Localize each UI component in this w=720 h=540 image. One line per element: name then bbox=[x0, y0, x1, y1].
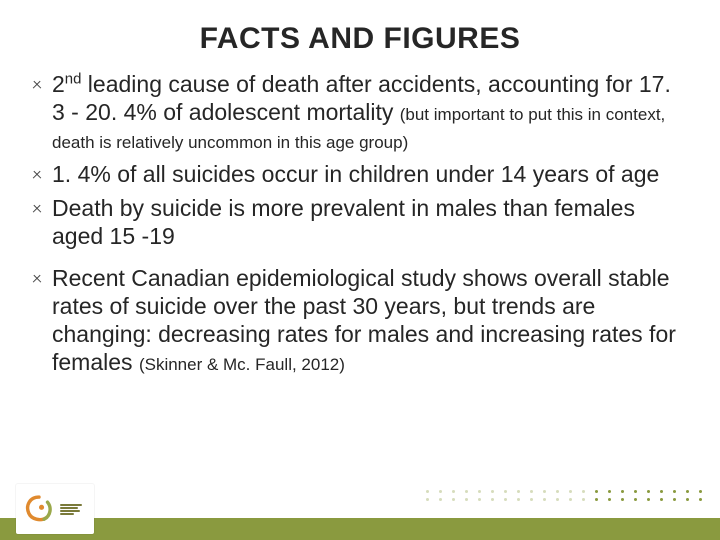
bullet-lead: 2 bbox=[52, 71, 65, 97]
footer bbox=[0, 478, 720, 540]
slide-content: 2nd leading cause of death after acciden… bbox=[30, 70, 690, 376]
slide-title: FACTS AND FIGURES bbox=[30, 22, 690, 56]
bullet-text: 1. 4% of all suicides occur in children … bbox=[52, 161, 659, 187]
decorative-dots bbox=[426, 490, 702, 514]
bullet-item: 2nd leading cause of death after acciden… bbox=[30, 70, 690, 154]
logo-text-lines bbox=[60, 504, 82, 515]
spacer bbox=[30, 256, 690, 264]
bullet-text: Death by suicide is more prevalent in ma… bbox=[52, 195, 635, 249]
slide: FACTS AND FIGURES 2nd leading cause of d… bbox=[0, 0, 720, 540]
bullet-superscript: nd bbox=[65, 70, 82, 87]
logo bbox=[16, 484, 94, 534]
logo-icon bbox=[22, 492, 56, 526]
accent-bar bbox=[0, 518, 720, 540]
bullet-citation: (Skinner & Mc. Faull, 2012) bbox=[139, 355, 345, 374]
bullet-item: Death by suicide is more prevalent in ma… bbox=[30, 194, 690, 250]
bullet-item: Recent Canadian epidemiological study sh… bbox=[30, 264, 690, 376]
bullet-item: 1. 4% of all suicides occur in children … bbox=[30, 160, 690, 188]
